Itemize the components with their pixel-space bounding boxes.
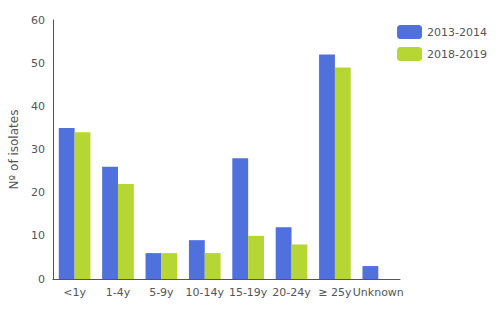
svg-text:60: 60 xyxy=(31,14,45,27)
svg-text:20: 20 xyxy=(31,186,45,199)
svg-text:1-4y: 1-4y xyxy=(106,286,131,299)
svg-text:0: 0 xyxy=(38,273,45,286)
svg-text:30: 30 xyxy=(31,143,45,156)
svg-text:≥ 25y: ≥ 25y xyxy=(318,286,352,299)
svg-text:15-19y: 15-19y xyxy=(229,286,268,299)
svg-text:Nº of isolates: Nº of isolates xyxy=(7,110,21,190)
svg-text:40: 40 xyxy=(31,100,45,113)
svg-text:<1y: <1y xyxy=(63,286,86,299)
svg-text:Unknown: Unknown xyxy=(353,286,404,299)
svg-text:2013-2014: 2013-2014 xyxy=(427,26,487,39)
svg-text:5-9y: 5-9y xyxy=(149,286,174,299)
svg-text:20-24y: 20-24y xyxy=(272,286,311,299)
svg-text:10: 10 xyxy=(31,229,45,242)
svg-text:10-14y: 10-14y xyxy=(186,286,225,299)
svg-text:50: 50 xyxy=(31,57,45,70)
svg-text:2018-2019: 2018-2019 xyxy=(427,48,487,61)
